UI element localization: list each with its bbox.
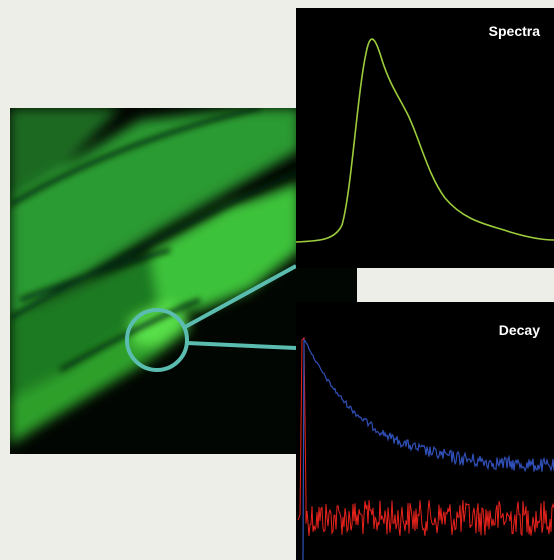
figure: Spectra Decay (0, 0, 554, 560)
decay-panel: Decay (296, 302, 554, 560)
spectra-panel: Spectra (296, 8, 554, 268)
panel-label: Decay (499, 322, 540, 338)
panel-label: Spectra (489, 23, 541, 39)
page: Spectra Decay (() => { const data = JSON… (0, 0, 554, 560)
